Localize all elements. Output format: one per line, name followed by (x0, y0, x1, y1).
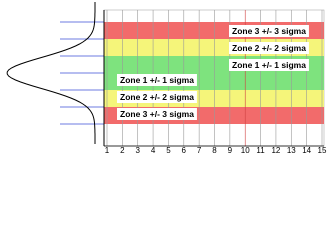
zone-label: Zone 2 +/- 2 sigma (120, 92, 194, 102)
zone-label-box (117, 91, 197, 103)
x-tick-label: 5 (166, 146, 171, 154)
zone-label: Zone 3 +/- 3 sigma (120, 109, 194, 119)
zone-label-box (117, 108, 197, 120)
zone-label: Zone 3 +/- 3 sigma (232, 26, 306, 36)
zone-label: Zone 2 +/- 2 sigma (232, 43, 306, 53)
x-tick-label: 10 (241, 146, 250, 154)
x-tick-label: 13 (287, 146, 296, 154)
control-chart: Zone 3 +/- 3 sigma Zone 2 +/- 2 sigma Zone… (6, 2, 327, 154)
x-tick-label: 1 (105, 146, 110, 154)
zone-label: Zone 1 +/- 1 sigma (120, 75, 194, 85)
x-tick-label: 6 (182, 146, 187, 154)
x-tick-label: 15 (318, 146, 327, 154)
bell-curve (6, 2, 96, 144)
zone-label-box (229, 59, 309, 71)
x-tick-label: 14 (302, 146, 311, 154)
x-tick-label: 4 (151, 146, 156, 154)
x-tick-label: 3 (135, 146, 140, 154)
zone-label-box (229, 25, 309, 37)
x-tick-label: 11 (256, 146, 265, 154)
x-tick-label: 12 (271, 146, 280, 154)
x-tick-label: 8 (212, 146, 217, 154)
zone-label-box (229, 42, 309, 54)
sigma-lines (60, 21, 104, 125)
zone-label-box (117, 74, 197, 86)
x-tick-label: 9 (228, 146, 233, 154)
x-tick-label: 2 (120, 146, 125, 154)
zone-label: Zone 1 +/- 1 sigma (232, 60, 306, 70)
x-tick-label: 7 (197, 146, 202, 154)
